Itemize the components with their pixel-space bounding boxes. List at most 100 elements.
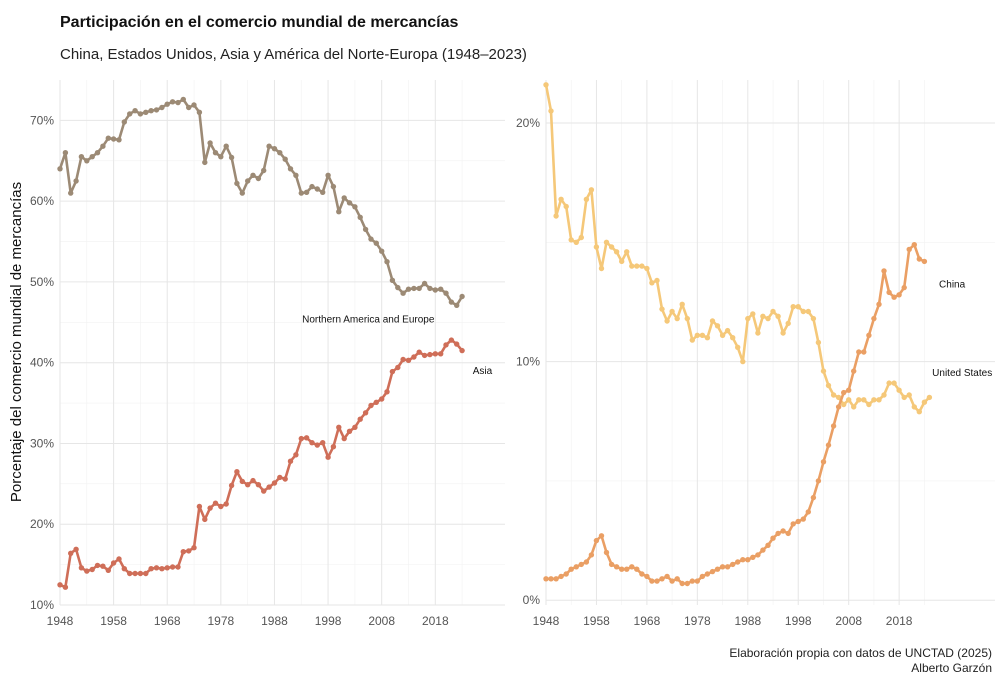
data-point xyxy=(629,564,635,570)
data-point xyxy=(261,488,267,494)
data-point xyxy=(608,244,615,250)
data-point xyxy=(110,560,117,566)
data-point xyxy=(730,335,736,341)
data-point xyxy=(790,304,796,310)
data-point xyxy=(105,135,112,141)
x-tick-label: 2018 xyxy=(886,614,913,628)
x-tick-label: 2008 xyxy=(835,614,862,628)
data-point xyxy=(805,509,811,515)
data-point xyxy=(558,196,564,202)
y-tick-label: 20% xyxy=(30,517,54,531)
data-point xyxy=(644,573,650,580)
data-point xyxy=(336,209,342,215)
data-point xyxy=(634,263,640,269)
x-tick-label: 1958 xyxy=(583,614,610,628)
series-asia xyxy=(57,337,465,590)
data-point xyxy=(105,567,112,573)
x-tick-label: 1978 xyxy=(207,614,234,628)
data-point xyxy=(825,442,832,448)
data-point xyxy=(143,570,149,577)
x-tick-label: 2008 xyxy=(368,614,395,628)
data-point xyxy=(100,563,106,569)
data-point xyxy=(593,537,600,544)
data-point xyxy=(368,402,374,409)
series-label: Northern America and Europe xyxy=(302,314,435,325)
data-point xyxy=(68,550,74,556)
series-label: China xyxy=(939,280,966,291)
data-point xyxy=(805,308,811,315)
data-point xyxy=(573,564,579,570)
data-point xyxy=(689,337,695,343)
data-point xyxy=(320,440,326,446)
x-tick-label: 1958 xyxy=(100,614,127,628)
data-point xyxy=(448,299,455,305)
data-point xyxy=(598,533,605,539)
data-point xyxy=(861,349,867,355)
data-point xyxy=(735,344,741,350)
data-point xyxy=(212,500,219,506)
data-point xyxy=(73,178,79,184)
data-point xyxy=(132,108,138,114)
data-point xyxy=(153,107,160,113)
data-point xyxy=(421,352,428,359)
data-point xyxy=(790,521,796,527)
data-point xyxy=(309,440,315,446)
data-point xyxy=(901,284,907,291)
data-point xyxy=(578,234,584,241)
data-point xyxy=(239,190,245,196)
data-point xyxy=(830,392,837,398)
data-point xyxy=(379,396,385,402)
data-point xyxy=(287,458,294,464)
data-point xyxy=(212,150,219,156)
data-point xyxy=(148,108,154,114)
data-point xyxy=(314,442,320,448)
data-point xyxy=(411,354,417,360)
x-tick-label: 1948 xyxy=(47,614,74,628)
data-point xyxy=(116,137,122,143)
data-point xyxy=(266,143,272,149)
data-point xyxy=(866,401,872,408)
data-point xyxy=(624,249,630,255)
data-point xyxy=(775,530,781,537)
data-point xyxy=(851,404,857,410)
series-line xyxy=(58,338,464,589)
data-point xyxy=(196,109,203,116)
data-point xyxy=(916,256,922,262)
data-point xyxy=(448,337,455,343)
data-point xyxy=(699,332,706,338)
data-point xyxy=(871,315,877,322)
data-point xyxy=(191,545,197,551)
y-tick-label: 10% xyxy=(516,355,540,369)
data-point xyxy=(740,557,746,563)
data-point xyxy=(568,237,574,243)
data-point xyxy=(309,183,315,190)
data-point xyxy=(159,566,165,572)
data-point xyxy=(121,119,128,125)
data-point xyxy=(619,258,625,265)
data-point xyxy=(770,535,776,541)
data-point xyxy=(603,239,610,245)
data-point xyxy=(785,530,791,537)
data-point xyxy=(548,576,554,582)
data-point xyxy=(341,435,347,442)
data-point xyxy=(745,557,751,563)
data-point xyxy=(911,242,917,248)
data-point xyxy=(148,566,154,572)
data-point xyxy=(352,204,358,210)
data-point xyxy=(132,570,138,577)
data-point xyxy=(765,315,771,322)
data-point xyxy=(896,387,902,393)
data-point xyxy=(78,565,85,571)
data-point xyxy=(598,265,605,272)
data-point xyxy=(679,580,685,587)
data-point xyxy=(346,428,353,434)
data-point xyxy=(639,571,645,577)
data-point xyxy=(563,203,569,210)
data-point xyxy=(73,546,79,552)
data-point xyxy=(563,571,569,577)
data-point xyxy=(861,397,867,403)
data-point xyxy=(438,286,444,292)
y-tick-label: 40% xyxy=(30,356,54,370)
data-point xyxy=(84,158,90,164)
series-china xyxy=(543,242,928,587)
